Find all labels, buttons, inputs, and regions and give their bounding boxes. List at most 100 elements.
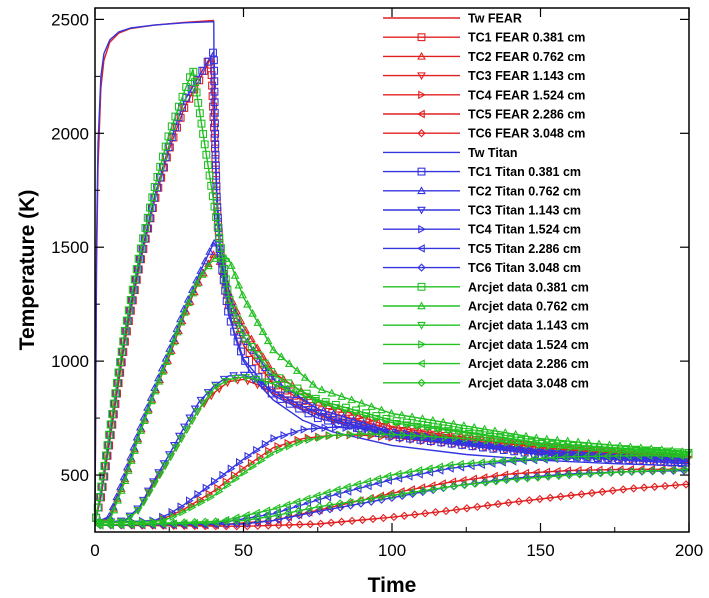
series-marker (282, 500, 291, 510)
series-marker (243, 519, 252, 528)
series-marker (433, 425, 443, 434)
series-marker (133, 436, 142, 444)
legend-marker (417, 167, 426, 176)
series-marker (117, 520, 126, 529)
legend-label: TC1 FEAR 0.381 cm (468, 31, 585, 45)
series-marker (410, 431, 419, 441)
series-marker (202, 150, 211, 159)
series-marker (577, 444, 586, 453)
legend-entry: TC4 FEAR 1.524 cm (383, 88, 585, 102)
x-tick-label: 150 (526, 541, 554, 560)
series-marker (265, 446, 273, 456)
series-marker (332, 485, 341, 495)
series-marker (247, 458, 256, 468)
legend-label: Arcjet data 1.143 cm (468, 319, 589, 333)
series-marker (230, 470, 239, 480)
legend-marker (416, 244, 425, 253)
series-marker (213, 223, 222, 232)
series-marker (408, 488, 417, 497)
series-marker (383, 471, 392, 481)
series-marker (364, 414, 373, 423)
series-marker (346, 497, 355, 507)
series-marker (373, 474, 382, 484)
series-marker (211, 477, 219, 486)
series-marker (177, 435, 186, 444)
series-marker (384, 421, 393, 430)
legend-label: Arcjet data 1.524 cm (468, 338, 589, 352)
series-marker (258, 327, 268, 336)
series-marker (210, 108, 219, 117)
series-marker (117, 347, 126, 356)
series-marker (666, 456, 674, 465)
series-marker (270, 434, 279, 443)
series-marker (216, 244, 225, 253)
legend-entry: TC2 FEAR 0.762 cm (383, 50, 585, 64)
series-marker (516, 437, 526, 445)
series-marker (130, 275, 139, 284)
legend-label: TC3 Titan 1.143 cm (468, 204, 581, 218)
series-marker (230, 270, 240, 279)
series-marker (96, 520, 105, 530)
series-marker (306, 520, 315, 529)
series-marker (219, 470, 228, 480)
series-marker (212, 182, 221, 191)
series-marker (126, 456, 136, 464)
series-marker (389, 430, 398, 439)
series-marker (197, 269, 207, 278)
series-marker (111, 389, 120, 398)
series-marker (247, 342, 256, 351)
series-marker (613, 451, 621, 461)
series-marker (443, 427, 453, 435)
series-marker (346, 501, 355, 510)
series-marker (379, 513, 388, 523)
series-marker (178, 92, 187, 101)
series-marker (211, 161, 220, 170)
series-marker (207, 181, 216, 190)
series-marker (339, 412, 348, 421)
series-marker (285, 396, 295, 405)
series-line (94, 253, 690, 524)
x-axis-title: Time (368, 574, 417, 597)
series-marker (308, 379, 318, 388)
series-marker (112, 378, 121, 387)
series-marker (596, 469, 605, 478)
series-marker (384, 426, 393, 436)
series-marker (208, 192, 217, 201)
series-marker (225, 295, 234, 304)
series-marker (267, 367, 275, 376)
series-marker (429, 484, 438, 494)
series-marker (192, 88, 201, 97)
legend-entry: Arcjet data 2.286 cm (383, 357, 589, 371)
series-marker (556, 442, 565, 452)
series-marker (95, 493, 104, 501)
series-marker (617, 467, 626, 477)
series-marker (281, 385, 291, 394)
series-tc2-fear-0-762-cm (94, 250, 690, 525)
series-marker (233, 315, 242, 324)
series-marker (342, 482, 351, 492)
series-marker (162, 357, 171, 365)
legend-marker (416, 359, 425, 368)
legend-entry: TC1 Titan 0.381 cm (383, 165, 581, 179)
series-marker (200, 256, 210, 265)
series-marker (587, 488, 597, 498)
series-marker (680, 465, 689, 474)
series-marker (377, 492, 386, 502)
series-marker (363, 424, 372, 434)
series-marker (154, 376, 164, 385)
series-marker (222, 516, 231, 526)
series-marker (98, 472, 107, 481)
series-marker (187, 500, 196, 510)
series-marker (165, 347, 175, 356)
series-marker (509, 444, 517, 454)
series-marker (207, 493, 215, 502)
series-marker (471, 479, 480, 488)
legend-label: TC5 Titan 2.286 cm (468, 242, 581, 256)
series-marker (100, 461, 109, 470)
series-marker (535, 494, 544, 504)
series-marker (329, 409, 338, 418)
series-marker (629, 484, 638, 493)
series-marker (266, 371, 276, 380)
series-marker (224, 307, 233, 316)
series-marker (209, 56, 218, 65)
